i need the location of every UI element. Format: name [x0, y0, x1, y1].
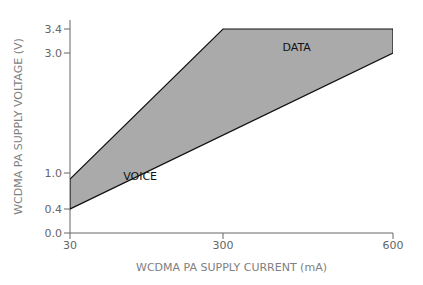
svg-text:3.4: 3.4	[45, 23, 63, 36]
svg-text:0.0: 0.0	[45, 227, 63, 240]
svg-text:0.4: 0.4	[45, 203, 63, 216]
svg-text:600: 600	[383, 239, 404, 252]
svg-text:VOICE: VOICE	[123, 170, 157, 183]
svg-text:3.0: 3.0	[45, 47, 63, 60]
svg-text:300: 300	[213, 239, 234, 252]
svg-text:WCDMA PA SUPPLY CURRENT (mA): WCDMA PA SUPPLY CURRENT (mA)	[136, 261, 327, 274]
svg-text:1.0: 1.0	[45, 167, 63, 180]
svg-text:30: 30	[63, 239, 77, 252]
svg-text:DATA: DATA	[282, 41, 311, 54]
svg-text:WCDMA PA SUPPLY VOLTAGE (V): WCDMA PA SUPPLY VOLTAGE (V)	[12, 38, 25, 215]
